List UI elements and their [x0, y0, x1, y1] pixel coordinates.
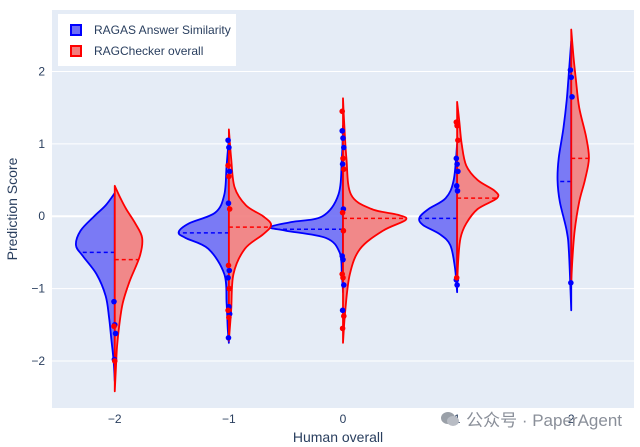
legend-swatch-ragas	[70, 24, 82, 36]
data-point-ragchecker	[226, 285, 233, 292]
data-point-ragas	[568, 280, 574, 286]
data-point-ragas	[453, 183, 460, 189]
x-tick-label: 2	[568, 412, 575, 426]
legend-swatch-ragchecker	[70, 45, 82, 57]
data-point-ragas	[340, 256, 346, 263]
y-tick-label: 0	[38, 209, 45, 223]
data-point-ragas	[453, 155, 460, 162]
data-point-ragchecker	[453, 274, 460, 281]
data-point-ragas	[341, 144, 347, 151]
data-point-ragchecker	[225, 162, 231, 169]
data-point-ragchecker	[341, 166, 347, 172]
watermark-text: 公众号 · PaperAgent	[466, 411, 622, 430]
data-point-ragchecker	[226, 173, 232, 180]
data-point-ragchecker	[111, 358, 118, 364]
data-point-ragas	[112, 330, 119, 337]
data-point-ragchecker	[225, 262, 232, 269]
violin-ragas	[556, 40, 573, 312]
legend-label-ragas: RAGAS Answer Similarity	[94, 23, 231, 37]
legend-item-ragchecker[interactable]: RAGChecker overall	[70, 42, 203, 60]
data-point-ragchecker	[339, 325, 346, 332]
data-point-ragas	[339, 128, 346, 134]
data-point-ragas	[568, 74, 575, 81]
violin-ragchecker	[342, 97, 408, 344]
violin-ragchecker	[113, 184, 144, 393]
data-point-ragchecker	[226, 206, 233, 212]
watermark: 公众号 · PaperAgent	[440, 406, 622, 431]
y-tick-label: 2	[38, 65, 45, 79]
x-tick-label: −2	[108, 412, 122, 426]
data-point-ragas	[454, 188, 461, 194]
data-point-ragas	[339, 307, 346, 314]
data-point-ragas	[340, 135, 346, 141]
wechat-icon	[441, 411, 460, 426]
data-point-ragas	[225, 200, 232, 207]
data-point-ragas	[454, 161, 460, 167]
data-point-ragchecker	[455, 137, 461, 144]
data-point-ragchecker	[339, 209, 346, 216]
data-point-ragchecker	[341, 313, 347, 319]
y-axis-ticks: −2 −1 0 1 2	[31, 65, 45, 368]
data-point-ragas	[567, 67, 574, 73]
violin-ragchecker	[456, 101, 500, 289]
data-point-ragas	[225, 274, 231, 281]
data-point-ragas	[339, 161, 346, 167]
data-point-ragas	[225, 335, 232, 341]
data-point-ragchecker	[454, 122, 460, 129]
x-tick-label: 0	[340, 412, 347, 426]
legend[interactable]: RAGAS Answer Similarity RAGChecker overa…	[58, 14, 236, 66]
points-layer	[111, 67, 575, 364]
x-tick-label: −1	[222, 412, 236, 426]
y-tick-label: −1	[31, 282, 45, 296]
data-point-ragchecker	[226, 314, 232, 321]
legend-label-ragchecker: RAGChecker overall	[94, 44, 204, 58]
data-point-ragchecker	[340, 227, 347, 234]
x-axis-label: Human overall	[293, 429, 383, 445]
data-point-ragchecker	[340, 274, 346, 281]
data-point-ragchecker	[225, 307, 231, 314]
data-point-ragchecker	[340, 155, 346, 162]
violin-ragas	[75, 192, 116, 383]
data-point-ragchecker	[339, 108, 346, 115]
data-point-ragas	[341, 282, 347, 288]
data-point-ragas	[226, 168, 233, 175]
data-point-ragas	[454, 282, 460, 288]
y-axis-label: Prediction Score	[4, 157, 20, 260]
data-point-ragas	[111, 298, 117, 305]
data-point-ragas	[226, 267, 233, 274]
data-point-ragchecker	[111, 323, 117, 330]
violin-ragas	[418, 142, 459, 294]
data-point-ragas	[226, 144, 232, 151]
data-point-ragas	[455, 168, 461, 175]
y-tick-label: 1	[38, 137, 45, 151]
y-tick-label: −2	[31, 354, 45, 368]
violin-ragchecker	[227, 128, 273, 342]
data-point-ragas	[225, 137, 231, 144]
violin-ragas	[177, 137, 230, 344]
data-point-ragas	[569, 94, 575, 100]
legend-item-ragas[interactable]: RAGAS Answer Similarity	[70, 21, 231, 39]
